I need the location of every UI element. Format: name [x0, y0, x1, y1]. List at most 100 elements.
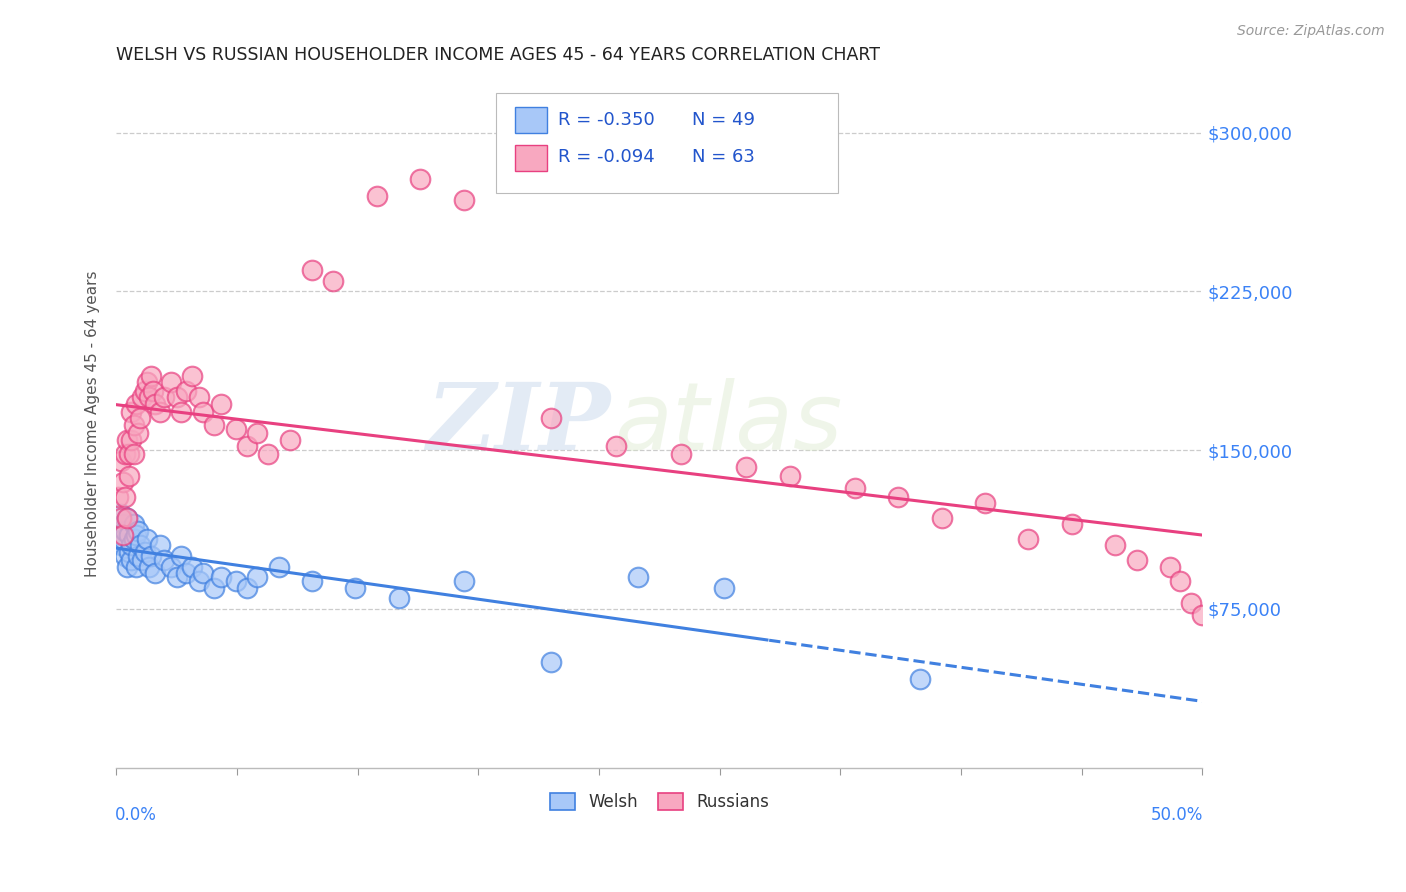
Legend: Welsh, Russians: Welsh, Russians	[543, 787, 776, 818]
Point	[115, 559, 138, 574]
Point	[107, 528, 129, 542]
Text: atlas: atlas	[613, 378, 842, 469]
Bar	[515, 145, 547, 171]
Point	[122, 447, 145, 461]
Point	[111, 532, 134, 546]
Point	[202, 581, 225, 595]
Point	[453, 194, 475, 208]
Point	[159, 376, 181, 390]
Text: R = -0.094: R = -0.094	[558, 148, 655, 167]
Text: Source: ZipAtlas.com: Source: ZipAtlas.com	[1237, 24, 1385, 38]
Point	[181, 559, 204, 574]
Point	[135, 532, 157, 546]
Point	[125, 528, 148, 542]
Point	[153, 553, 176, 567]
Point	[118, 447, 141, 461]
Point	[111, 528, 134, 542]
Point	[149, 538, 172, 552]
Point	[225, 422, 247, 436]
Point	[235, 581, 257, 595]
Point	[166, 390, 188, 404]
Point	[388, 591, 411, 606]
Point	[1017, 532, 1039, 546]
Point	[301, 263, 323, 277]
Point	[713, 581, 735, 595]
Point	[134, 384, 156, 398]
Point	[344, 581, 367, 595]
Text: R = -0.350: R = -0.350	[558, 111, 655, 128]
Point	[209, 396, 232, 410]
Point	[301, 574, 323, 589]
Point	[129, 538, 152, 552]
Text: N = 63: N = 63	[692, 148, 755, 167]
Point	[366, 189, 388, 203]
Point	[139, 549, 162, 563]
Point	[181, 369, 204, 384]
Point	[908, 672, 931, 686]
Point	[269, 559, 291, 574]
Point	[235, 439, 257, 453]
Point	[145, 396, 167, 410]
Point	[153, 390, 176, 404]
Point	[1060, 517, 1083, 532]
Point	[115, 511, 138, 525]
Point	[135, 376, 157, 390]
Text: ZIP: ZIP	[426, 379, 610, 468]
Point	[159, 559, 181, 574]
Point	[114, 524, 136, 538]
Point	[131, 390, 153, 404]
Point	[453, 574, 475, 589]
Point	[278, 433, 301, 447]
Point	[138, 559, 160, 574]
Point	[121, 405, 143, 419]
Point	[115, 433, 138, 447]
Point	[191, 405, 214, 419]
Point	[110, 511, 132, 525]
Point	[246, 570, 269, 584]
Point	[174, 384, 197, 398]
Point	[540, 655, 562, 669]
Point	[170, 405, 193, 419]
Point	[107, 490, 129, 504]
Point	[122, 532, 145, 546]
Point	[1170, 574, 1192, 589]
Point	[540, 411, 562, 425]
Point	[187, 574, 209, 589]
Point	[246, 426, 269, 441]
Point	[142, 384, 165, 398]
Point	[138, 390, 160, 404]
Point	[409, 172, 432, 186]
Text: 50.0%: 50.0%	[1152, 805, 1204, 823]
Point	[202, 417, 225, 432]
Point	[322, 274, 344, 288]
Point	[114, 549, 136, 563]
Point	[110, 507, 132, 521]
Point	[111, 475, 134, 489]
Point	[209, 570, 232, 584]
Point	[225, 574, 247, 589]
Point	[626, 570, 648, 584]
Point	[114, 490, 136, 504]
Point	[129, 411, 152, 425]
Point	[669, 447, 692, 461]
Point	[844, 481, 866, 495]
Point	[127, 426, 149, 441]
Point	[118, 528, 141, 542]
Point	[1180, 596, 1202, 610]
Y-axis label: Householder Income Ages 45 - 64 years: Householder Income Ages 45 - 64 years	[86, 270, 100, 577]
Point	[125, 396, 148, 410]
Point	[131, 553, 153, 567]
Point	[118, 468, 141, 483]
Point	[121, 553, 143, 567]
Point	[125, 559, 148, 574]
Point	[605, 439, 627, 453]
Point	[1104, 538, 1126, 552]
Point	[110, 454, 132, 468]
Point	[121, 538, 143, 552]
Point	[974, 496, 997, 510]
Point	[257, 447, 280, 461]
Point	[121, 433, 143, 447]
Point	[115, 511, 138, 525]
Point	[134, 545, 156, 559]
Point	[139, 369, 162, 384]
